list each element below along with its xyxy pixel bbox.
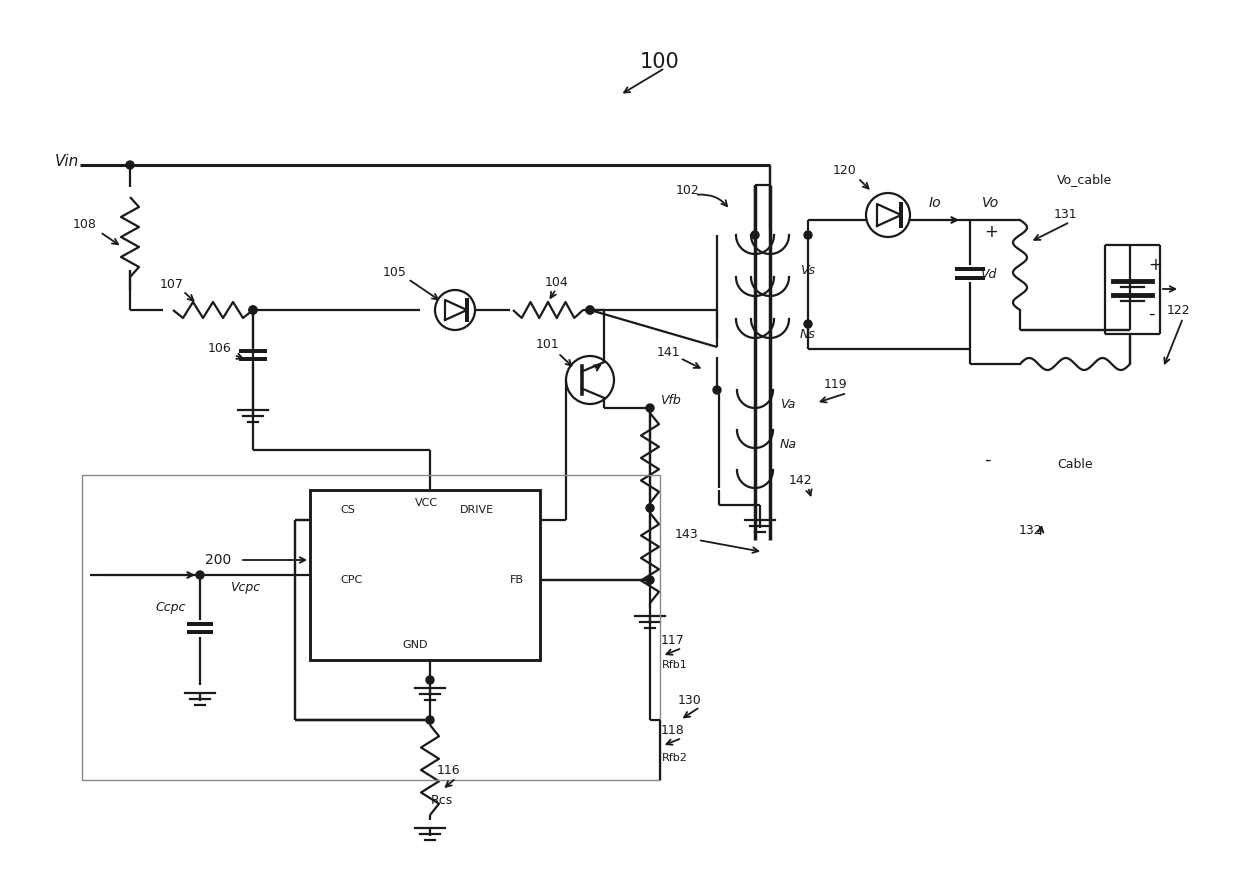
Text: 101: 101 bbox=[536, 339, 560, 351]
Text: CPC: CPC bbox=[340, 575, 362, 585]
Circle shape bbox=[646, 576, 653, 584]
Text: 104: 104 bbox=[546, 275, 569, 289]
Text: Cable: Cable bbox=[1058, 459, 1092, 471]
Circle shape bbox=[587, 306, 594, 314]
Text: 122: 122 bbox=[1166, 303, 1190, 316]
Text: Va: Va bbox=[780, 399, 795, 411]
Circle shape bbox=[249, 306, 257, 314]
Text: 106: 106 bbox=[208, 342, 232, 355]
Text: 116: 116 bbox=[436, 763, 460, 777]
Text: Vo: Vo bbox=[982, 196, 999, 210]
Circle shape bbox=[427, 676, 434, 684]
Circle shape bbox=[249, 306, 257, 314]
Text: Vfb: Vfb bbox=[660, 393, 681, 407]
Text: Ns: Ns bbox=[800, 328, 816, 342]
Text: Vs: Vs bbox=[800, 264, 815, 276]
Text: 143: 143 bbox=[675, 528, 698, 542]
Text: 119: 119 bbox=[823, 378, 847, 392]
Text: +: + bbox=[985, 223, 998, 241]
Circle shape bbox=[427, 716, 434, 724]
Text: +: + bbox=[1148, 256, 1162, 274]
Text: Vcpc: Vcpc bbox=[229, 581, 260, 595]
Text: Ccpc: Ccpc bbox=[155, 602, 185, 614]
Text: VCC: VCC bbox=[415, 498, 438, 508]
Text: Vd: Vd bbox=[980, 268, 997, 282]
Text: Na: Na bbox=[780, 438, 797, 451]
Text: Rcs: Rcs bbox=[430, 794, 453, 806]
Circle shape bbox=[126, 161, 134, 169]
Text: 130: 130 bbox=[678, 694, 702, 706]
FancyBboxPatch shape bbox=[310, 490, 539, 660]
Circle shape bbox=[587, 306, 594, 314]
Text: 141: 141 bbox=[656, 345, 680, 358]
Circle shape bbox=[646, 504, 653, 512]
Text: GND: GND bbox=[402, 640, 428, 650]
Text: FB: FB bbox=[510, 575, 525, 585]
Text: 131: 131 bbox=[1053, 208, 1076, 222]
Text: CS: CS bbox=[340, 505, 355, 515]
Text: 120: 120 bbox=[833, 164, 857, 176]
Text: Vo_cable: Vo_cable bbox=[1058, 173, 1112, 187]
Text: Vin: Vin bbox=[55, 155, 79, 170]
Circle shape bbox=[646, 404, 653, 412]
Circle shape bbox=[751, 231, 759, 239]
Text: -: - bbox=[1148, 305, 1154, 323]
Text: -: - bbox=[985, 451, 991, 469]
Text: 117: 117 bbox=[661, 634, 684, 646]
Text: 108: 108 bbox=[73, 218, 97, 232]
Text: 118: 118 bbox=[661, 723, 684, 737]
Circle shape bbox=[713, 386, 720, 394]
Circle shape bbox=[196, 571, 205, 579]
Text: 107: 107 bbox=[160, 277, 184, 291]
Text: 102: 102 bbox=[676, 183, 699, 197]
Text: 142: 142 bbox=[789, 474, 812, 486]
Text: DRIVE: DRIVE bbox=[460, 505, 494, 515]
Text: Rfb1: Rfb1 bbox=[662, 660, 688, 670]
Circle shape bbox=[804, 231, 812, 239]
Circle shape bbox=[804, 320, 812, 328]
Text: 132: 132 bbox=[1018, 524, 1042, 536]
Text: Io: Io bbox=[929, 196, 941, 210]
Text: Rfb2: Rfb2 bbox=[662, 753, 688, 763]
Text: 200: 200 bbox=[205, 553, 231, 567]
Text: 105: 105 bbox=[383, 266, 407, 279]
Text: 100: 100 bbox=[640, 52, 680, 72]
